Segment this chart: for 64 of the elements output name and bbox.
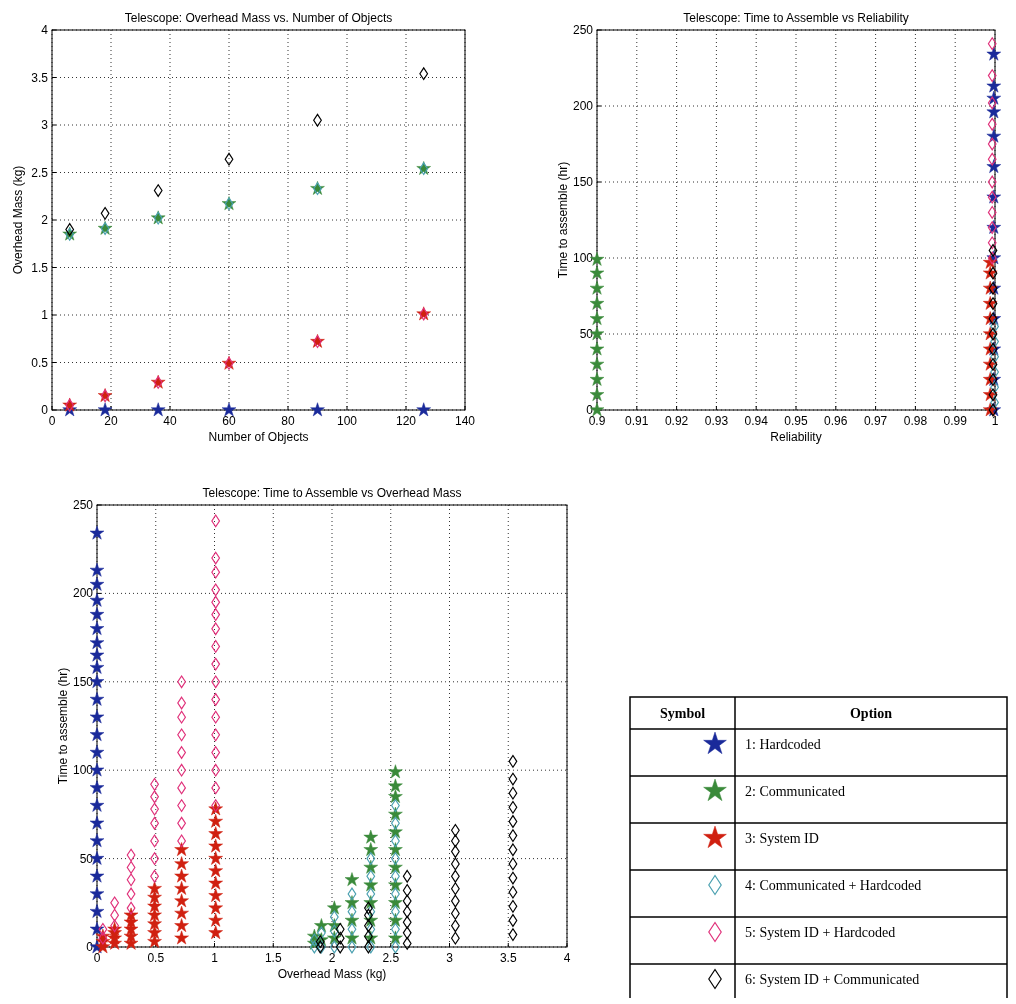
y-tick-label: 50 (579, 327, 594, 341)
text: Option (849, 706, 893, 721)
legend-label: 4: Communicated + Hardcoded (745, 878, 922, 893)
y-tick-label: 1.5 (31, 260, 49, 275)
chart-title: Telescope: Overhead Mass vs. Number of Objects (124, 11, 393, 25)
x-tick-label: 2 (328, 951, 336, 965)
y-tick-label: 200 (72, 586, 94, 601)
x-tick-label: 0.5 (147, 951, 165, 965)
x-tick-label: 60 (222, 414, 236, 428)
y-axis-title: Overhead Mass (kg) (11, 165, 25, 275)
y-tick-label: 100 (72, 763, 94, 778)
x-tick-label: 20 (104, 414, 118, 428)
x-tick-label: 3.5 (499, 951, 517, 965)
y-tick-label: 150 (572, 175, 594, 189)
x-tick-label: 0.96 (824, 414, 848, 428)
x-tick-label: 0.97 (863, 414, 888, 428)
legend-label: 2: Communicated (745, 784, 845, 799)
x-tick-label: 80 (281, 414, 295, 428)
y-tick-label: 0 (86, 940, 94, 954)
x-tick-label: 100 (336, 414, 358, 428)
x-tick-label: 2.5 (382, 951, 400, 965)
x-axis-title: Number of Objects (208, 430, 309, 444)
y-axis-title: Time to assemble (hr) (556, 161, 570, 279)
x-tick-label: 0.95 (784, 414, 808, 428)
y-tick-label: 0 (586, 403, 594, 417)
legend-label: 5: System ID + Hardcoded (745, 925, 896, 940)
legend-label: 3: System ID (745, 831, 819, 846)
y-tick-label: 2 (41, 213, 49, 227)
y-tick-label: 150 (72, 674, 94, 689)
y-tick-label: 50 (79, 851, 94, 866)
x-tick-label: 3 (446, 951, 454, 965)
y-tick-label: 200 (572, 99, 594, 113)
y-axis-title: Time to assemble (hr) (56, 667, 70, 785)
x-tick-label: 0.94 (744, 414, 769, 428)
x-tick-label: 4 (563, 951, 571, 965)
x-axis-title: Reliability (770, 430, 822, 444)
y-tick-label: 3 (41, 118, 49, 132)
y-tick-label: 3.5 (31, 70, 49, 85)
x-tick-label: 0.92 (664, 414, 689, 428)
x-axis-title: Overhead Mass (kg) (277, 967, 387, 981)
y-tick-label: 4 (41, 23, 49, 37)
x-tick-label: 0.99 (943, 414, 968, 428)
chart-title: Telescope: Time to Assemble vs Reliability (683, 11, 909, 25)
y-tick-label: 100 (572, 251, 594, 265)
x-tick-label: 1.5 (264, 951, 282, 965)
x-tick-label: 1 (211, 951, 219, 965)
x-tick-label: 0.91 (625, 414, 649, 428)
x-tick-label: 1 (991, 414, 999, 428)
y-tick-label: 250 (72, 498, 94, 512)
y-tick-label: 1 (41, 308, 49, 322)
y-tick-label: 0.5 (31, 355, 49, 370)
legend-title: Symbol (659, 706, 706, 721)
x-tick-label: 140 (454, 414, 476, 428)
legend-label: 6: System ID + Communicated (745, 972, 920, 987)
x-tick-label: 0.98 (903, 414, 928, 428)
x-tick-label: 0.9 (588, 414, 606, 428)
x-tick-label: 40 (163, 414, 177, 428)
chart-title: Telescope: Time to Assemble vs Overhead Mass (202, 486, 462, 500)
y-tick-label: 2.5 (31, 165, 49, 180)
x-tick-label: 120 (395, 414, 417, 428)
y-tick-label: 250 (572, 23, 594, 37)
legend-label: 1: Hardcoded (745, 737, 821, 752)
x-tick-label: 0.93 (704, 414, 729, 428)
y-tick-label: 0 (41, 403, 49, 417)
